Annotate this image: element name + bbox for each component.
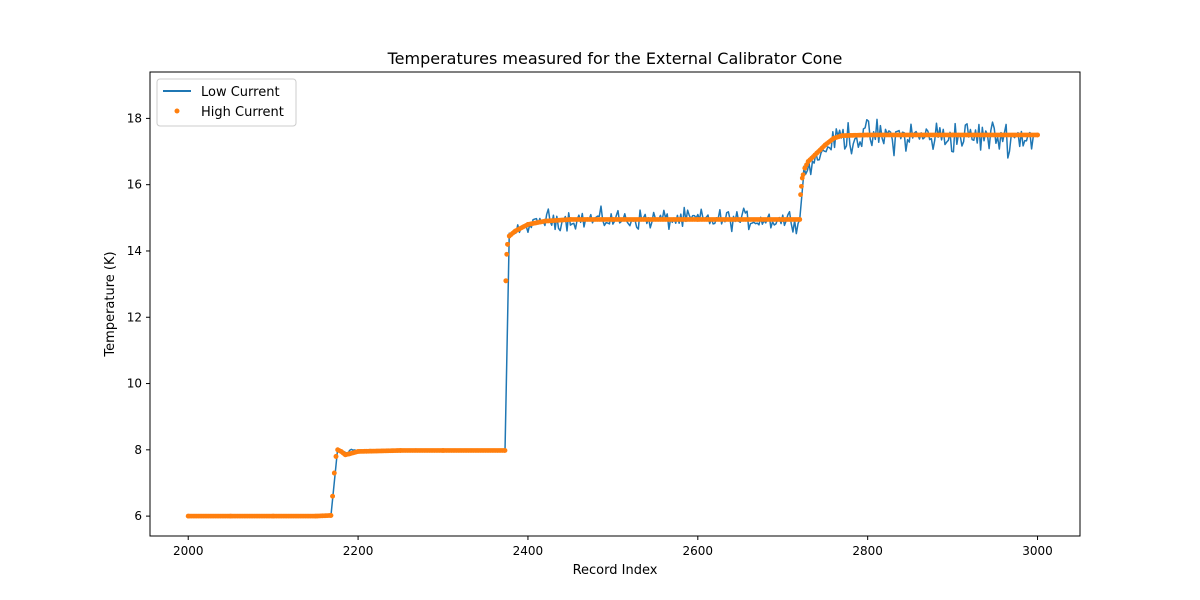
high-current-point: [504, 251, 510, 257]
high-current-point: [347, 451, 352, 457]
high-current-point: [814, 150, 820, 156]
high-current-point: [865, 132, 871, 138]
high-current-point: [505, 241, 510, 247]
high-current-point: [398, 448, 403, 453]
high-current-point: [228, 513, 234, 519]
high-current-point: [799, 183, 804, 189]
x-tick-label: 2400: [513, 544, 544, 558]
x-axis-label: Record Index: [573, 563, 658, 578]
y-axis: 6 8 10 12 14 16 18: [127, 111, 150, 523]
high-current-point: [805, 159, 811, 164]
high-current-point: [440, 448, 446, 453]
y-tick-label: 14: [127, 244, 142, 258]
high-current-point: [506, 233, 512, 239]
series-low-current-line: [188, 118, 1039, 517]
y-axis-label: Temperature (K): [103, 251, 118, 357]
high-current-point: [839, 133, 845, 139]
high-current-point: [328, 513, 334, 518]
high-current-point: [331, 470, 337, 476]
high-current-point: [502, 448, 508, 453]
plot-frame: [149, 71, 1081, 537]
high-current-point: [797, 217, 803, 222]
x-tick-label: 3000: [1022, 544, 1053, 558]
high-current-point: [799, 175, 805, 181]
y-tick-label: 18: [127, 111, 142, 125]
legend: Low Current High Current: [156, 78, 297, 127]
x-tick-label: 2000: [173, 544, 204, 558]
high-current-point: [313, 513, 319, 519]
high-current-point: [831, 135, 837, 141]
x-axis: 2000 2200 2400 2600 2800 3000: [173, 536, 1053, 558]
x-tick-label: 2600: [683, 544, 714, 558]
legend-high-current-marker: [174, 108, 180, 114]
high-current-point: [780, 217, 786, 222]
x-tick-label: 2200: [343, 544, 374, 558]
high-current-point: [342, 452, 348, 458]
high-current-point: [330, 493, 335, 499]
high-current-point: [270, 513, 276, 519]
series-high-current-points: [185, 132, 1040, 519]
high-current-point: [798, 192, 803, 198]
chart-title: Temperatures measured for the External C…: [387, 49, 843, 68]
y-tick-label: 6: [134, 509, 142, 523]
legend-high-current-label: High Current: [201, 105, 284, 120]
high-current-point: [185, 513, 191, 519]
high-current-point: [333, 454, 339, 459]
x-tick-label: 2800: [852, 544, 883, 558]
high-current-point: [355, 449, 361, 454]
y-tick-label: 10: [127, 377, 142, 391]
high-current-point: [568, 217, 573, 222]
high-current-point: [512, 228, 518, 234]
high-current-point: [695, 217, 701, 222]
y-tick-label: 12: [127, 310, 142, 324]
high-current-point: [525, 222, 531, 227]
high-current-point: [542, 218, 548, 224]
y-tick-label: 8: [134, 443, 142, 457]
high-current-point: [950, 132, 955, 138]
high-current-point: [802, 165, 808, 171]
high-current-point: [1035, 132, 1040, 138]
high-current-point: [610, 217, 616, 222]
y-tick-label: 16: [127, 178, 142, 192]
legend-low-current-label: Low Current: [201, 85, 280, 100]
high-current-point: [822, 142, 828, 148]
high-current-point: [503, 278, 509, 284]
high-current-point: [338, 449, 344, 454]
legend-box: [156, 78, 297, 127]
plot-area: [185, 118, 1040, 519]
